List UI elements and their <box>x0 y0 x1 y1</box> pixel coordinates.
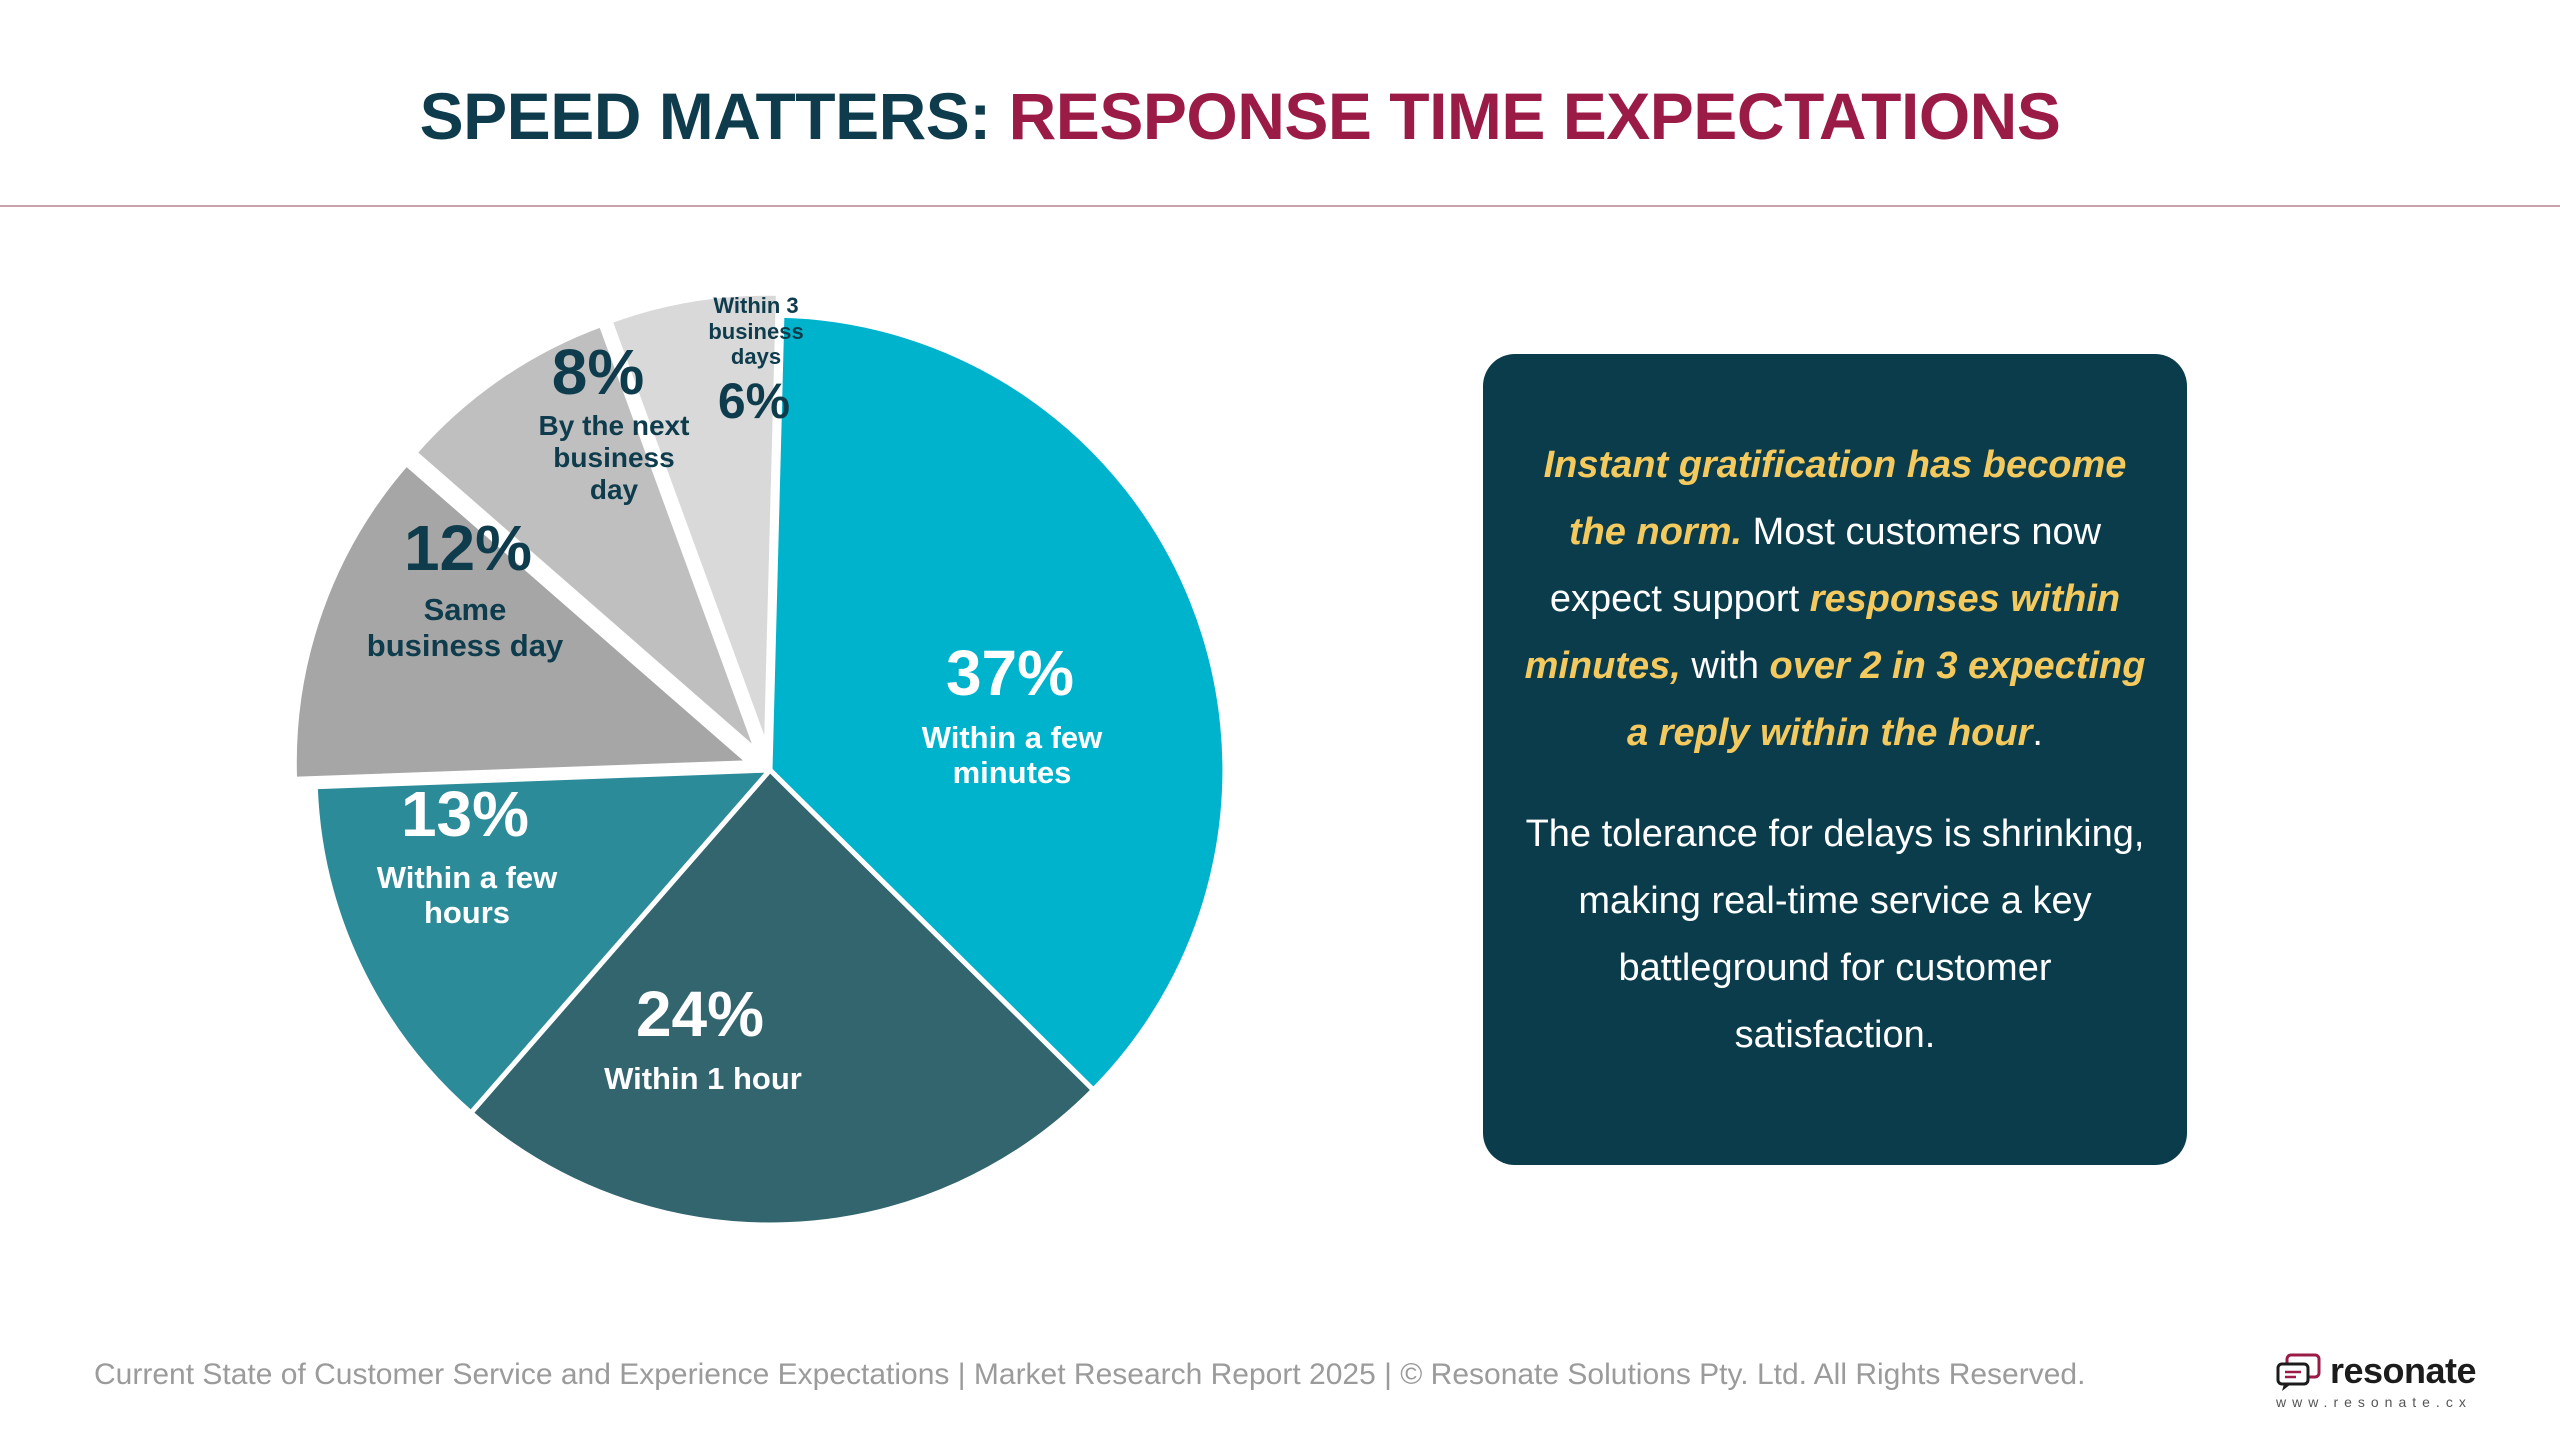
slice-label-one-hour: Within 1 hour <box>604 1061 802 1096</box>
slice-label-few-hours-line2: hours <box>424 895 510 930</box>
slice-within-1-hour <box>468 767 1096 1228</box>
slice-label-next-day-line2: business <box>553 442 674 473</box>
slice-next-business-day <box>412 322 760 755</box>
callout-highlight-norm: Instant gratification has become the nor… <box>1543 444 2127 553</box>
callout-text-3: . <box>2032 712 2043 754</box>
callout-highlight-minutes: responses within minutes, <box>1524 578 2121 687</box>
slice-label-few-minutes-line2: minutes <box>953 755 1072 790</box>
slice-value-one-hour: 24% <box>636 978 764 1050</box>
slice-same-business-day <box>291 461 752 782</box>
slice-value-next-day: 8% <box>552 336 645 408</box>
logo-wordmark: resonate <box>2330 1350 2477 1391</box>
slice-within-3-business-days <box>607 290 781 751</box>
callout-text-2: with <box>1680 645 1770 687</box>
title-part-2: RESPONSE TIME EXPECTATIONS <box>1008 79 2061 153</box>
footer-copyright: Current State of Customer Service and Ex… <box>94 1358 2086 1391</box>
slice-label-three-days-line3: days <box>731 344 781 369</box>
callout-text-1: Most customers now expect support <box>1549 511 2102 620</box>
page-title: SPEED MATTERS: RESPONSE TIME EXPECTATION… <box>0 78 2480 154</box>
slice-value-few-hours: 13% <box>401 778 529 850</box>
chat-bubbles-icon <box>2276 1353 2321 1391</box>
callout-paragraph-2: The tolerance for delays is shrinking, m… <box>1525 813 2145 1056</box>
callout-highlight-hour: over 2 in 3 expecting a reply within the… <box>1627 645 2146 754</box>
slice-within-few-minutes <box>767 312 1228 1093</box>
slice-label-same-day-line2: business day <box>367 628 564 663</box>
slice-label-next-day-line3: day <box>590 474 639 505</box>
slice-label-few-minutes-line1: Within a few <box>922 720 1103 755</box>
slice-label-three-days-line1: Within 3 <box>713 293 798 318</box>
slice-label-few-hours-line1: Within a few <box>377 860 558 895</box>
slice-label-same-day-line1: Same <box>424 592 507 627</box>
resonate-logo: resonate www.resonate.cx <box>2275 1350 2495 1410</box>
callout-paragraph-1: Instant gratification has become the nor… <box>1519 432 2151 767</box>
slice-value-same-day: 12% <box>404 512 532 584</box>
title-part-1: SPEED MATTERS: <box>419 79 992 153</box>
header-divider <box>0 205 2560 207</box>
slice-label-three-days-line2: business <box>708 319 803 344</box>
logo-url: www.resonate.cx <box>2276 1394 2472 1410</box>
slice-within-few-hours <box>312 767 773 1116</box>
insight-callout: Instant gratification has become the nor… <box>1483 354 2187 1165</box>
slice-value-few-minutes: 37% <box>946 637 1074 709</box>
slice-value-three-days: 6% <box>718 373 790 429</box>
slice-label-next-day-line1: By the next <box>539 410 690 441</box>
